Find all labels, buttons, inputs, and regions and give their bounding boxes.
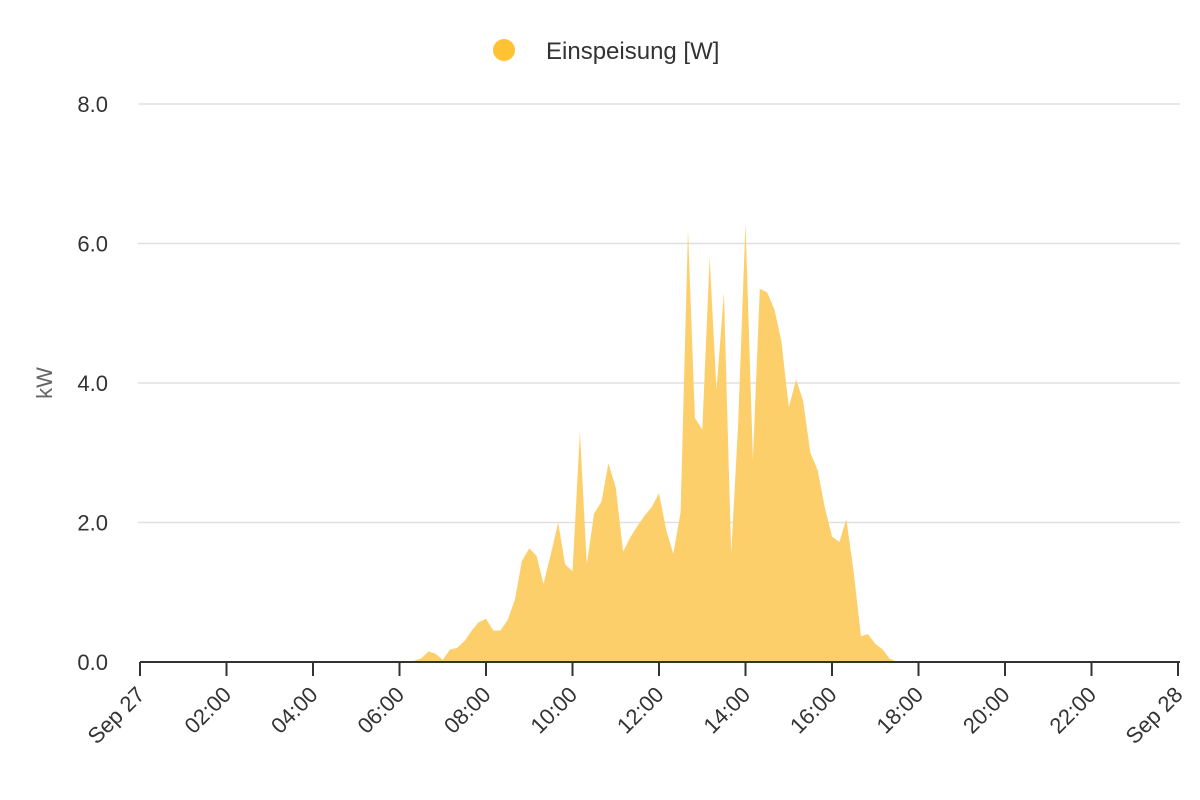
x-tick-label: 14:00 [698,682,755,739]
x-tick-label: 16:00 [785,682,842,739]
x-tick-label: 18:00 [871,682,928,739]
x-tick-label: 10:00 [525,682,582,739]
y-axis-label: kW [32,367,57,399]
x-tick-label: 06:00 [352,682,409,739]
series-area-einspeisung[interactable] [140,222,1178,662]
x-tick-label: Sep 28 [1121,682,1188,749]
gridlines [138,103,1180,524]
x-tick-label: 20:00 [958,682,1015,739]
x-tick-label: 12:00 [612,682,669,739]
legend-marker-icon [493,39,515,61]
y-tick-label: 8.0 [77,92,108,117]
legend-label: Einspeisung [W] [546,38,719,65]
legend[interactable]: Einspeisung [W] [493,38,719,65]
x-axis: Sep 27 02:00 04:00 06:00 08:00 10:00 12:00 14:0… [83,661,1188,749]
y-tick-label: 2.0 [77,511,108,536]
x-tick-label: 04:00 [266,682,323,739]
x-tick-label: 08:00 [439,682,496,739]
plot-area [140,222,1178,662]
x-tick-label: 02:00 [179,682,236,739]
y-tick-label: 4.0 [77,371,108,396]
y-tick-label: 0.0 [77,650,108,675]
y-tick-label: 6.0 [77,232,108,257]
x-tick-label: 22:00 [1044,682,1101,739]
x-tick-label: Sep 27 [83,682,150,749]
y-axis-ticks: 0.0 2.0 4.0 6.0 8.0 [77,92,108,675]
